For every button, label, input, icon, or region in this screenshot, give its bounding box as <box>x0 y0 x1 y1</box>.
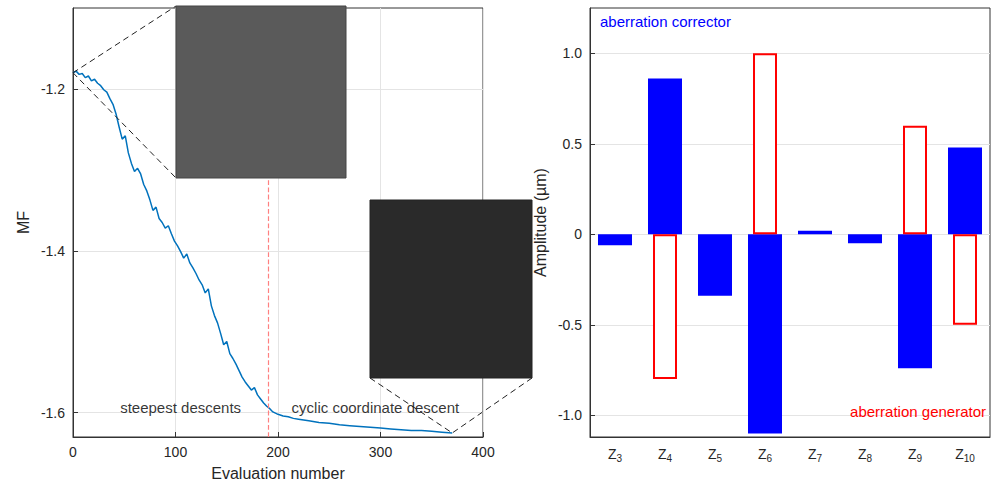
svg-text:aberration generator: aberration generator <box>850 403 986 420</box>
svg-text:9: 9 <box>916 453 922 464</box>
svg-text:1.0: 1.0 <box>563 45 583 61</box>
svg-text:-1.6: -1.6 <box>41 405 65 421</box>
svg-text:400: 400 <box>471 444 495 460</box>
svg-text:7: 7 <box>816 453 822 464</box>
svg-text:0.5: 0.5 <box>563 136 583 152</box>
svg-text:-1.2: -1.2 <box>41 81 65 97</box>
svg-text:Amplitude (µm): Amplitude (µm) <box>532 168 549 277</box>
svg-text:-0.5: -0.5 <box>558 317 582 333</box>
svg-text:3: 3 <box>616 453 622 464</box>
svg-text:Z: Z <box>657 446 667 462</box>
svg-text:-1.4: -1.4 <box>41 243 65 259</box>
svg-text:Evaluation number: Evaluation number <box>211 465 345 482</box>
svg-text:100: 100 <box>164 444 188 460</box>
svg-text:cyclic coordinate descent: cyclic coordinate descent <box>292 399 460 416</box>
svg-text:6: 6 <box>766 453 772 464</box>
svg-text:Z: Z <box>757 446 767 462</box>
svg-text:Z: Z <box>857 446 867 462</box>
svg-text:steepest descents: steepest descents <box>120 399 241 416</box>
svg-text:8: 8 <box>866 453 872 464</box>
svg-text:5: 5 <box>716 453 722 464</box>
svg-text:Z: Z <box>607 446 617 462</box>
svg-text:0: 0 <box>69 444 77 460</box>
svg-text:-1.0: -1.0 <box>558 407 582 423</box>
svg-text:300: 300 <box>369 444 393 460</box>
svg-text:MF: MF <box>15 211 32 234</box>
svg-text:10: 10 <box>964 453 976 464</box>
svg-text:200: 200 <box>266 444 290 460</box>
svg-text:Z: Z <box>955 446 964 462</box>
svg-text:Z: Z <box>707 446 717 462</box>
svg-text:Z: Z <box>807 446 817 462</box>
svg-text:aberration corrector: aberration corrector <box>600 13 731 30</box>
svg-text:4: 4 <box>666 453 672 464</box>
svg-text:Z: Z <box>907 446 917 462</box>
svg-text:0: 0 <box>574 226 582 242</box>
